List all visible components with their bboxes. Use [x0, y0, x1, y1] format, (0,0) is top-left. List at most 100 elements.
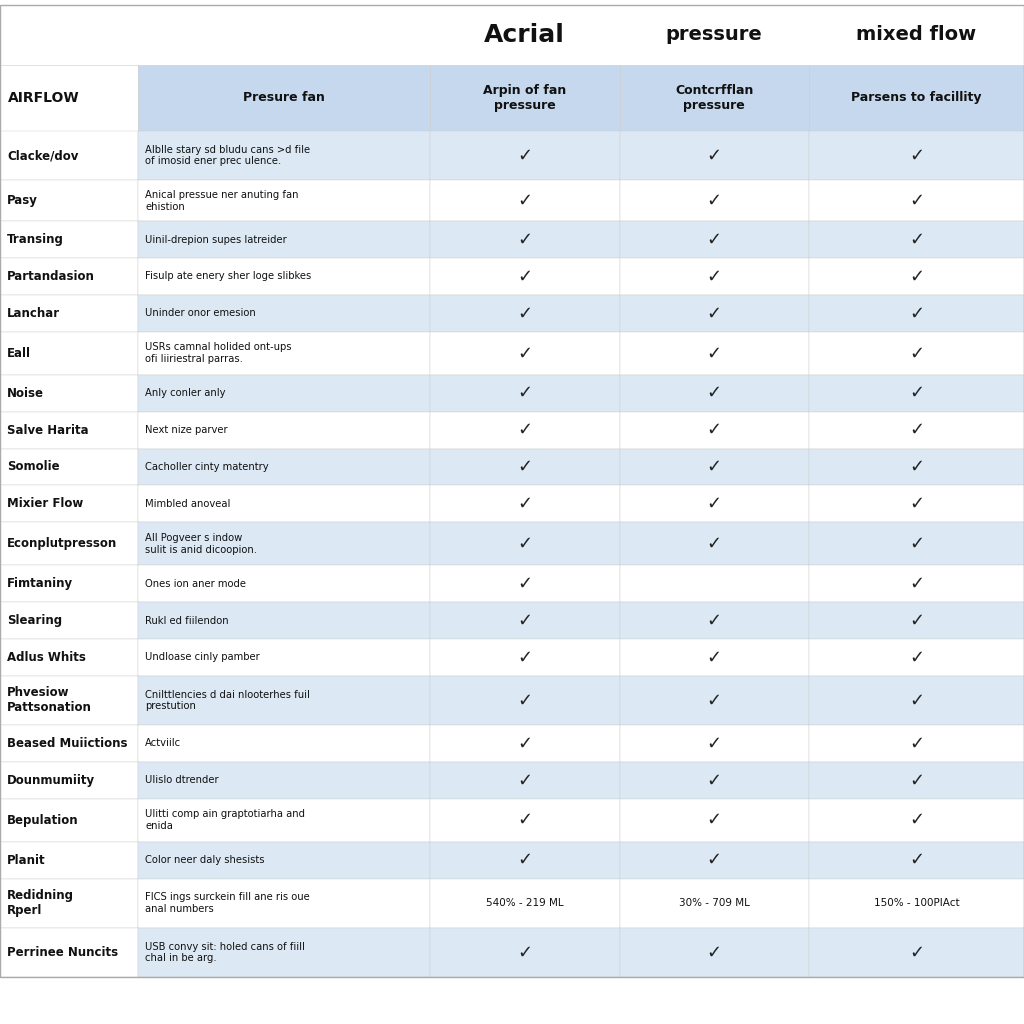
- Bar: [620, 375, 809, 412]
- Text: Uinil-drepion supes latreider: Uinil-drepion supes latreider: [145, 234, 287, 245]
- Text: ✓: ✓: [707, 458, 722, 476]
- Bar: [138, 762, 430, 799]
- Text: ✓: ✓: [517, 611, 532, 630]
- Bar: [138, 412, 430, 449]
- Bar: [809, 180, 1024, 221]
- Text: ✓: ✓: [909, 495, 924, 513]
- Bar: [430, 725, 620, 762]
- Bar: [0, 842, 138, 879]
- Bar: [0, 449, 138, 485]
- Text: ✓: ✓: [909, 734, 924, 753]
- Text: ✓: ✓: [707, 851, 722, 869]
- Bar: [620, 842, 809, 879]
- Text: USB convy sit: holed cans of fiill
chal in be arg.: USB convy sit: holed cans of fiill chal …: [145, 941, 305, 964]
- Bar: [138, 565, 430, 602]
- Bar: [430, 295, 620, 332]
- Bar: [620, 602, 809, 639]
- Bar: [138, 799, 430, 842]
- Bar: [430, 928, 620, 977]
- Text: Planit: Planit: [7, 854, 46, 866]
- Text: ✓: ✓: [707, 648, 722, 667]
- Text: Undloase cinly pamber: Undloase cinly pamber: [145, 652, 260, 663]
- Text: Pasy: Pasy: [7, 195, 38, 207]
- Bar: [138, 485, 430, 522]
- Bar: [0, 485, 138, 522]
- Text: ✓: ✓: [517, 535, 532, 553]
- Bar: [620, 725, 809, 762]
- Bar: [809, 412, 1024, 449]
- Bar: [0, 65, 138, 131]
- Text: Salve Harita: Salve Harita: [7, 424, 89, 436]
- Text: ✓: ✓: [517, 495, 532, 513]
- Text: mixed flow: mixed flow: [856, 26, 977, 44]
- Text: ✓: ✓: [707, 421, 722, 439]
- Bar: [809, 485, 1024, 522]
- Text: Fimtaniny: Fimtaniny: [7, 578, 74, 590]
- Bar: [430, 375, 620, 412]
- Text: ✓: ✓: [707, 191, 722, 210]
- Bar: [809, 131, 1024, 180]
- Text: 540% - 219 ML: 540% - 219 ML: [486, 898, 563, 908]
- Bar: [430, 879, 620, 928]
- Bar: [138, 375, 430, 412]
- Bar: [620, 676, 809, 725]
- Text: ✓: ✓: [707, 811, 722, 829]
- Text: ✓: ✓: [517, 734, 532, 753]
- Bar: [620, 412, 809, 449]
- Text: ✓: ✓: [909, 943, 924, 962]
- Text: AIRFLOW: AIRFLOW: [8, 91, 80, 104]
- Text: ✓: ✓: [517, 648, 532, 667]
- Bar: [620, 65, 809, 131]
- Bar: [430, 602, 620, 639]
- Text: ✓: ✓: [909, 146, 924, 165]
- Text: ✓: ✓: [707, 691, 722, 710]
- Text: Transing: Transing: [7, 233, 65, 246]
- Bar: [809, 221, 1024, 258]
- Bar: [809, 65, 1024, 131]
- Bar: [430, 258, 620, 295]
- Text: ✓: ✓: [909, 304, 924, 323]
- Text: Uninder onor emesion: Uninder onor emesion: [145, 308, 256, 318]
- Text: Slearing: Slearing: [7, 614, 62, 627]
- Bar: [620, 131, 809, 180]
- Bar: [0, 5, 138, 65]
- Bar: [430, 412, 620, 449]
- Bar: [620, 332, 809, 375]
- Bar: [809, 762, 1024, 799]
- Text: ✓: ✓: [909, 574, 924, 593]
- Bar: [138, 449, 430, 485]
- Text: ✓: ✓: [517, 230, 532, 249]
- Bar: [0, 221, 138, 258]
- Text: Ulitti comp ain graptotiarha and
enida: Ulitti comp ain graptotiarha and enida: [145, 809, 305, 831]
- Bar: [0, 725, 138, 762]
- Bar: [138, 221, 430, 258]
- Bar: [138, 879, 430, 928]
- Bar: [430, 332, 620, 375]
- Bar: [0, 375, 138, 412]
- Text: pressure: pressure: [666, 26, 763, 44]
- Text: ✓: ✓: [909, 421, 924, 439]
- Bar: [138, 842, 430, 879]
- Bar: [0, 928, 138, 977]
- Text: ✓: ✓: [909, 691, 924, 710]
- Bar: [620, 565, 809, 602]
- Text: ✓: ✓: [909, 267, 924, 286]
- Text: ✓: ✓: [517, 267, 532, 286]
- Text: ✓: ✓: [909, 535, 924, 553]
- Bar: [430, 449, 620, 485]
- Text: ✓: ✓: [707, 230, 722, 249]
- Bar: [809, 602, 1024, 639]
- Text: ✓: ✓: [909, 458, 924, 476]
- Text: Anly conler anly: Anly conler anly: [145, 388, 226, 398]
- Text: ✓: ✓: [909, 771, 924, 790]
- Text: Bepulation: Bepulation: [7, 814, 79, 826]
- Bar: [138, 928, 430, 977]
- Text: Lanchar: Lanchar: [7, 307, 60, 319]
- Bar: [0, 565, 138, 602]
- Text: Ulislo dtrender: Ulislo dtrender: [145, 775, 219, 785]
- Bar: [809, 332, 1024, 375]
- Bar: [620, 879, 809, 928]
- Text: ✓: ✓: [909, 191, 924, 210]
- Bar: [620, 522, 809, 565]
- Bar: [138, 332, 430, 375]
